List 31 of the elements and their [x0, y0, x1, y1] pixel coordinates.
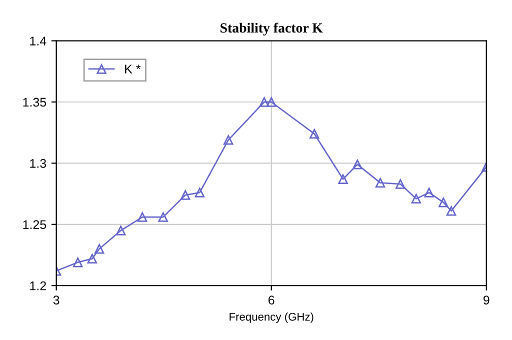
point — [259, 97, 270, 107]
point — [194, 188, 205, 198]
point — [396, 179, 406, 189]
point — [338, 174, 348, 184]
chart-title: Stability factor K — [220, 22, 323, 36]
y-tick-label: 1.25 — [23, 220, 46, 230]
point — [310, 128, 320, 139]
point — [94, 244, 104, 254]
point — [375, 178, 386, 188]
point — [87, 254, 98, 264]
x-tick-label: 3 — [53, 296, 60, 305]
point — [137, 212, 148, 222]
x-axis-title: Frequency (GHz) — [230, 312, 314, 323]
point — [424, 188, 434, 198]
y-tick-label: 1.2 — [30, 281, 46, 290]
x-tick-label: 9 — [484, 296, 490, 305]
legend-label: K * — [125, 64, 141, 74]
x-tick-label: 6 — [268, 296, 274, 305]
point — [72, 257, 83, 268]
point — [411, 194, 422, 204]
point — [223, 135, 234, 145]
point — [352, 160, 362, 170]
y-tick-label: 1.35 — [23, 98, 46, 107]
point — [158, 212, 168, 222]
point — [438, 198, 448, 208]
y-tick-label: 1.4 — [30, 36, 46, 46]
point — [180, 190, 190, 200]
point — [266, 97, 276, 107]
point — [116, 226, 126, 236]
point — [446, 206, 456, 216]
y-tick-label: 1.3 — [30, 159, 46, 168]
